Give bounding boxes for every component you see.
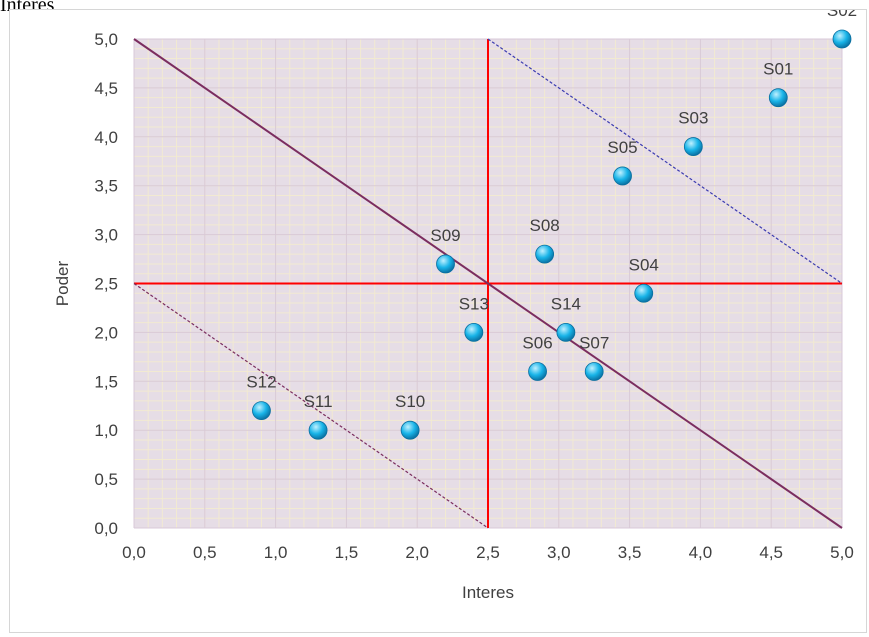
scatter-chart: 0,0 0,5 1,0 1,5 2,0 2,5 3,0 3,5 4,0 4,5 5,0 0,0 0,5… [53,1,857,602]
data-point-s01 [768,88,788,108]
y-tick-label: 0,5 [94,470,118,489]
data-label-s12: S12 [246,373,276,392]
data-point-s04 [634,283,654,303]
data-point-s07 [584,362,604,381]
x-tick-label: 4,5 [759,543,783,562]
y-tick-label: 4,0 [94,128,118,147]
y-tick-label: 2,0 [94,323,118,342]
x-tick-label: 0,0 [122,543,146,562]
x-tick-label: 2,0 [405,543,429,562]
data-label-s14: S14 [551,294,581,313]
reference-lines [133,38,843,529]
data-label-s03: S03 [678,109,708,128]
data-label-s01: S01 [763,60,793,79]
x-axis-ticks: 0,0 0,5 1,0 1,5 2,0 2,5 3,0 3,5 4,0 4,5 5,0 [122,543,854,562]
data-label-s04: S04 [629,255,659,274]
y-tick-label: 1,0 [94,421,118,440]
diagonal-line [133,38,843,529]
data-point-s10 [400,420,420,440]
data-point-s12 [252,401,271,421]
data-point-s03 [683,137,703,156]
data-label-s02: S02 [827,10,857,20]
data-point-s09 [436,254,455,274]
data-label-s10: S10 [395,392,425,411]
data-label-s09: S09 [430,226,460,245]
data-point-s02 [832,29,852,49]
data-point-s05 [613,166,632,186]
x-tick-label: 1,5 [335,543,359,562]
data-points [252,29,852,440]
diagonal-dashed-line [487,38,843,284]
y-tick-label: 5,0 [94,30,118,49]
diagonal-dashed-line [133,283,489,529]
x-tick-label: 3,5 [618,543,642,562]
data-point-s13 [464,322,484,342]
x-tick-label: 2,5 [476,543,500,562]
data-label-s13: S13 [459,294,489,313]
x-tick-label: 0,5 [193,543,217,562]
data-point-s11 [308,420,328,440]
y-tick-label: 0,0 [94,519,118,538]
x-tick-label: 4,0 [689,543,713,562]
chart-frame: 0,0 0,5 1,0 1,5 2,0 2,5 3,0 3,5 4,0 4,5 5,0 0,0 0,5… [9,1,867,633]
data-point-s06 [528,362,547,381]
data-label-s05: S05 [607,138,637,157]
x-axis-title: Interes [462,583,514,602]
data-point-s08 [535,244,555,264]
y-axis-title: Poder [53,260,72,306]
data-point-s14 [556,322,576,342]
y-tick-label: 4,5 [94,79,118,98]
data-label-s08: S08 [530,216,560,235]
data-label-s06: S06 [522,334,552,353]
data-label-s11: S11 [304,392,333,411]
x-tick-label: 5,0 [830,543,854,562]
y-axis-ticks: 0,0 0,5 1,0 1,5 2,0 2,5 3,0 3,5 4,0 4,5 5,0 [94,30,118,538]
y-tick-label: 3,5 [94,177,118,196]
y-tick-label: 3,0 [94,226,118,245]
x-tick-label: 1,0 [264,543,288,562]
x-tick-label: 3,0 [547,543,571,562]
y-tick-label: 1,5 [94,372,118,391]
y-tick-label: 2,5 [94,275,118,294]
data-label-s07: S07 [579,334,609,353]
